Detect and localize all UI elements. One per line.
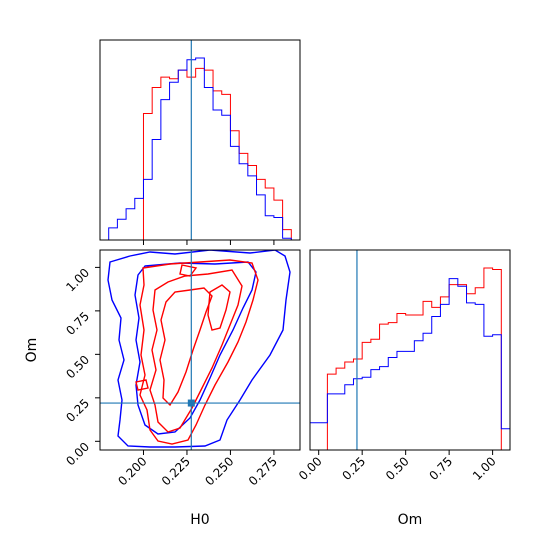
red-contour-mid xyxy=(149,269,243,433)
h0-hist-series-1 xyxy=(100,57,300,241)
red-contour-outer xyxy=(139,259,259,445)
red-contours xyxy=(135,259,259,445)
h0-histogram-frame xyxy=(99,39,301,241)
om-histogram-frame xyxy=(309,249,511,451)
red-contour-island-2 xyxy=(135,379,149,391)
blue-contour-outer xyxy=(107,250,291,448)
truth-point-marker xyxy=(187,399,195,407)
y-axis-label-om: Om xyxy=(24,338,40,363)
red-contour-island-1 xyxy=(207,284,231,331)
h0-hist-series-0 xyxy=(100,67,300,241)
x-axis-label-h0: H0 xyxy=(190,512,209,528)
om-hist-series-0 xyxy=(310,267,510,451)
h0-om-contour-frame xyxy=(99,249,301,451)
red-contour-inner xyxy=(159,287,213,407)
h0-histogram-panel xyxy=(99,39,301,245)
x-axis-label-om: Om xyxy=(398,512,423,528)
om-hist-series-1 xyxy=(309,278,511,450)
